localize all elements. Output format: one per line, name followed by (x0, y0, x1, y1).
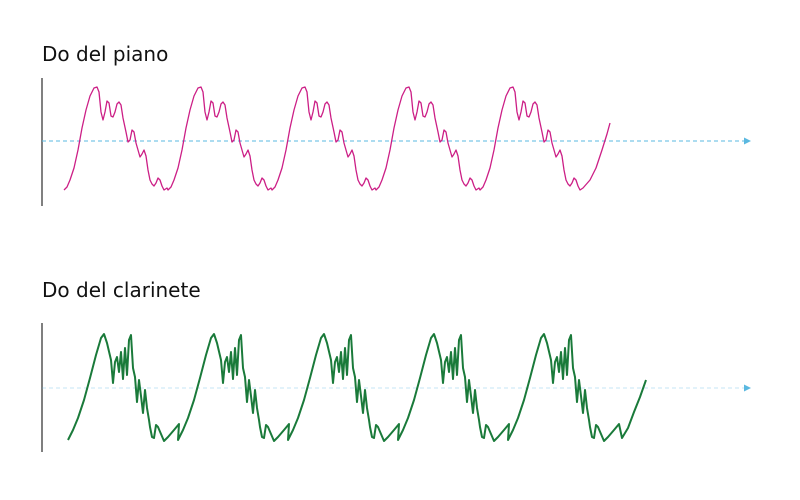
piano-title: Do del piano (42, 42, 169, 66)
piano-waveform (63, 86, 611, 191)
piano-waveform-plot (41, 78, 751, 206)
clarinet-waveform (67, 333, 647, 442)
clarinet-axis-arrowhead (744, 384, 751, 392)
piano-panel: Do del piano (0, 0, 800, 240)
piano-axis-arrowhead (744, 137, 751, 145)
clarinet-panel: Do del clarinete (0, 240, 800, 500)
clarinet-title: Do del clarinete (42, 278, 201, 302)
clarinet-waveform-plot (41, 323, 751, 452)
